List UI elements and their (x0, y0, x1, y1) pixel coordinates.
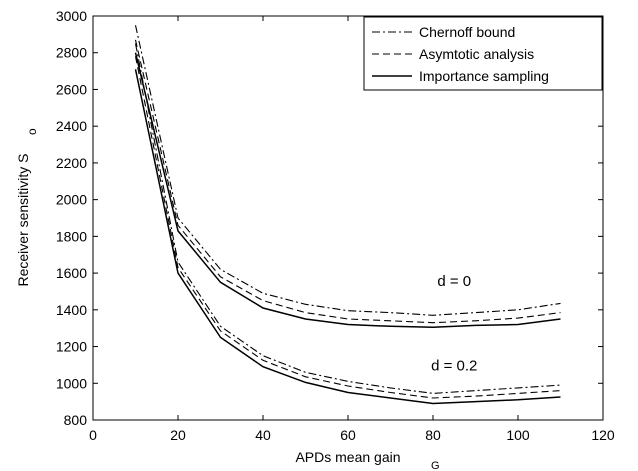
y-tick-label: 1000 (56, 375, 87, 391)
legend: Chernoff bound Asymtotic analysis Importan… (363, 16, 603, 91)
x-tick-label: 80 (425, 427, 441, 443)
y-tick-label: 1400 (56, 302, 87, 318)
y-axis-label-subscript: o (25, 128, 39, 135)
y-tick-label: 1600 (56, 265, 87, 281)
y-tick-label: 800 (64, 412, 88, 428)
y-axis-title: Receiver sensitivity S o (15, 128, 39, 287)
x-axis-label-subscript: G (431, 460, 440, 471)
y-tick-label: 2400 (56, 118, 87, 134)
series-layer (134, 25, 561, 405)
legend-items: Chernoff bound Asymtotic analysis Importan… (372, 24, 549, 84)
legend-label-1: Asymtotic analysis (419, 46, 534, 62)
series-line-1 (134, 39, 561, 324)
x-tick-label: 100 (506, 427, 530, 443)
legend-label-0: Chernoff bound (419, 24, 515, 40)
series-line-2 (134, 52, 561, 329)
annotation-d-0-2: d = 0.2 (431, 357, 477, 374)
y-tick-label: 3000 (56, 8, 87, 24)
annotation-d-0: d = 0 (437, 273, 471, 290)
series-line-4 (134, 56, 561, 399)
y-tick-label: 2200 (56, 155, 87, 171)
x-tick-label: 0 (89, 427, 97, 443)
x-tick-label: 120 (591, 427, 615, 443)
legend-box (363, 16, 603, 91)
series-line-3 (134, 43, 561, 394)
legend-label-2: Importance sampling (419, 68, 549, 84)
y-tick-label: 1200 (56, 339, 87, 355)
series-line-0 (134, 25, 561, 316)
y-axis-label: Receiver sensitivity S (15, 153, 31, 286)
y-tick-label: 2000 (56, 192, 87, 208)
ticks-layer: 0 20 40 60 80 100 120 800 1000 1200 1400 1600 1800 20… (56, 8, 615, 443)
x-tick-label: 60 (340, 427, 356, 443)
series-line-5 (134, 69, 561, 405)
x-tick-label: 40 (255, 427, 271, 443)
x-axis-title: APDs mean gain G (295, 449, 439, 471)
x-axis-label: APDs mean gain (295, 449, 400, 465)
x-tick-label: 20 (170, 427, 186, 443)
y-tick-label: 1800 (56, 228, 87, 244)
y-tick-label: 2600 (56, 81, 87, 97)
y-tick-label: 2800 (56, 45, 87, 61)
